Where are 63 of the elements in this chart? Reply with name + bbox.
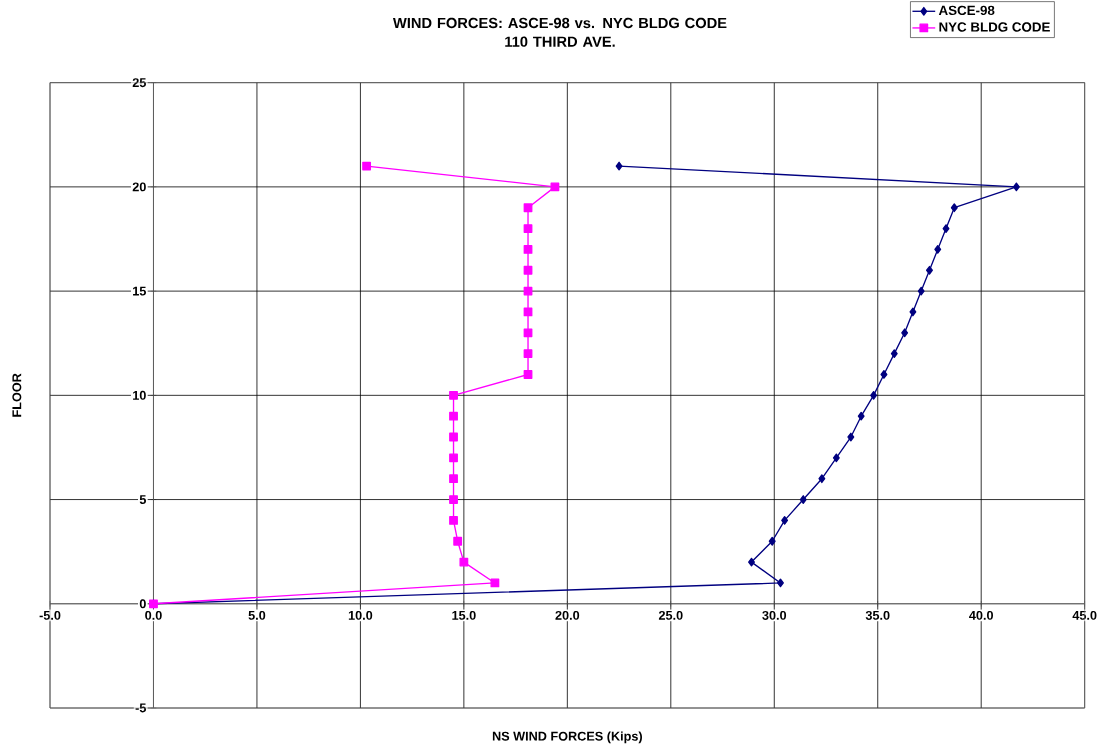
x-tick-label: 10.0 bbox=[348, 610, 373, 620]
point bbox=[818, 474, 826, 484]
point bbox=[523, 286, 533, 296]
y-tick-label: 10 bbox=[133, 390, 146, 400]
point bbox=[870, 390, 878, 400]
y-tick-label: 20 bbox=[132, 182, 146, 192]
point bbox=[847, 432, 855, 442]
point bbox=[1012, 182, 1020, 192]
x-tick-label: -5.0 bbox=[39, 610, 61, 620]
legend-label: NYC BLDG CODE bbox=[939, 22, 1050, 32]
point bbox=[449, 516, 458, 525]
x-tick-label: 30.0 bbox=[762, 610, 787, 620]
point bbox=[550, 182, 560, 192]
point bbox=[449, 411, 458, 421]
x-tick-label: 40.0 bbox=[969, 610, 994, 620]
y-axis-title: FLOOR bbox=[12, 373, 22, 417]
point bbox=[615, 161, 623, 171]
point bbox=[880, 370, 888, 379]
point bbox=[449, 390, 458, 400]
y-tick-label: 0 bbox=[139, 599, 146, 609]
x-tick-label: 25.0 bbox=[658, 610, 683, 620]
point bbox=[449, 432, 458, 442]
point bbox=[832, 453, 840, 463]
y-tick-label: 25 bbox=[132, 78, 146, 88]
point bbox=[523, 224, 533, 233]
point bbox=[523, 245, 533, 254]
x-tick-label: 0.0 bbox=[145, 610, 162, 620]
point bbox=[909, 307, 917, 317]
point bbox=[523, 370, 533, 379]
point bbox=[449, 495, 458, 504]
point bbox=[942, 224, 950, 233]
point bbox=[781, 516, 789, 525]
point bbox=[950, 203, 958, 213]
point bbox=[523, 349, 533, 359]
point bbox=[901, 328, 909, 338]
point bbox=[917, 286, 925, 296]
x-tick-label: 35.0 bbox=[865, 610, 890, 620]
legend-label: ASCE-98 bbox=[938, 5, 995, 16]
point bbox=[926, 265, 933, 275]
point bbox=[459, 557, 469, 567]
point bbox=[523, 203, 533, 213]
point bbox=[449, 453, 458, 463]
point bbox=[453, 536, 463, 546]
point bbox=[362, 161, 372, 171]
x-axis-title: NS WIND FORCES (Kips) bbox=[492, 731, 642, 744]
point bbox=[934, 245, 942, 254]
point bbox=[523, 328, 533, 338]
point bbox=[890, 349, 898, 359]
point bbox=[777, 578, 784, 588]
x-tick-label: 20.0 bbox=[555, 610, 580, 620]
y-tick-label: -5 bbox=[135, 703, 147, 713]
x-tick-label: 45.0 bbox=[1072, 610, 1097, 620]
chart-title: WIND FORCES: ASCE-98 vs. NYC BLDG CODE 110 THIRD AVE. bbox=[392, 17, 727, 47]
x-tick-label: 15.0 bbox=[452, 610, 476, 620]
y-tick-label: 5 bbox=[139, 495, 147, 504]
y-tick-label: 15 bbox=[133, 286, 146, 296]
point bbox=[768, 536, 776, 546]
point bbox=[748, 557, 755, 567]
point bbox=[523, 265, 533, 275]
x-tick-label: 5.0 bbox=[248, 610, 266, 620]
point bbox=[857, 411, 865, 421]
point bbox=[799, 495, 807, 504]
point bbox=[449, 474, 458, 484]
